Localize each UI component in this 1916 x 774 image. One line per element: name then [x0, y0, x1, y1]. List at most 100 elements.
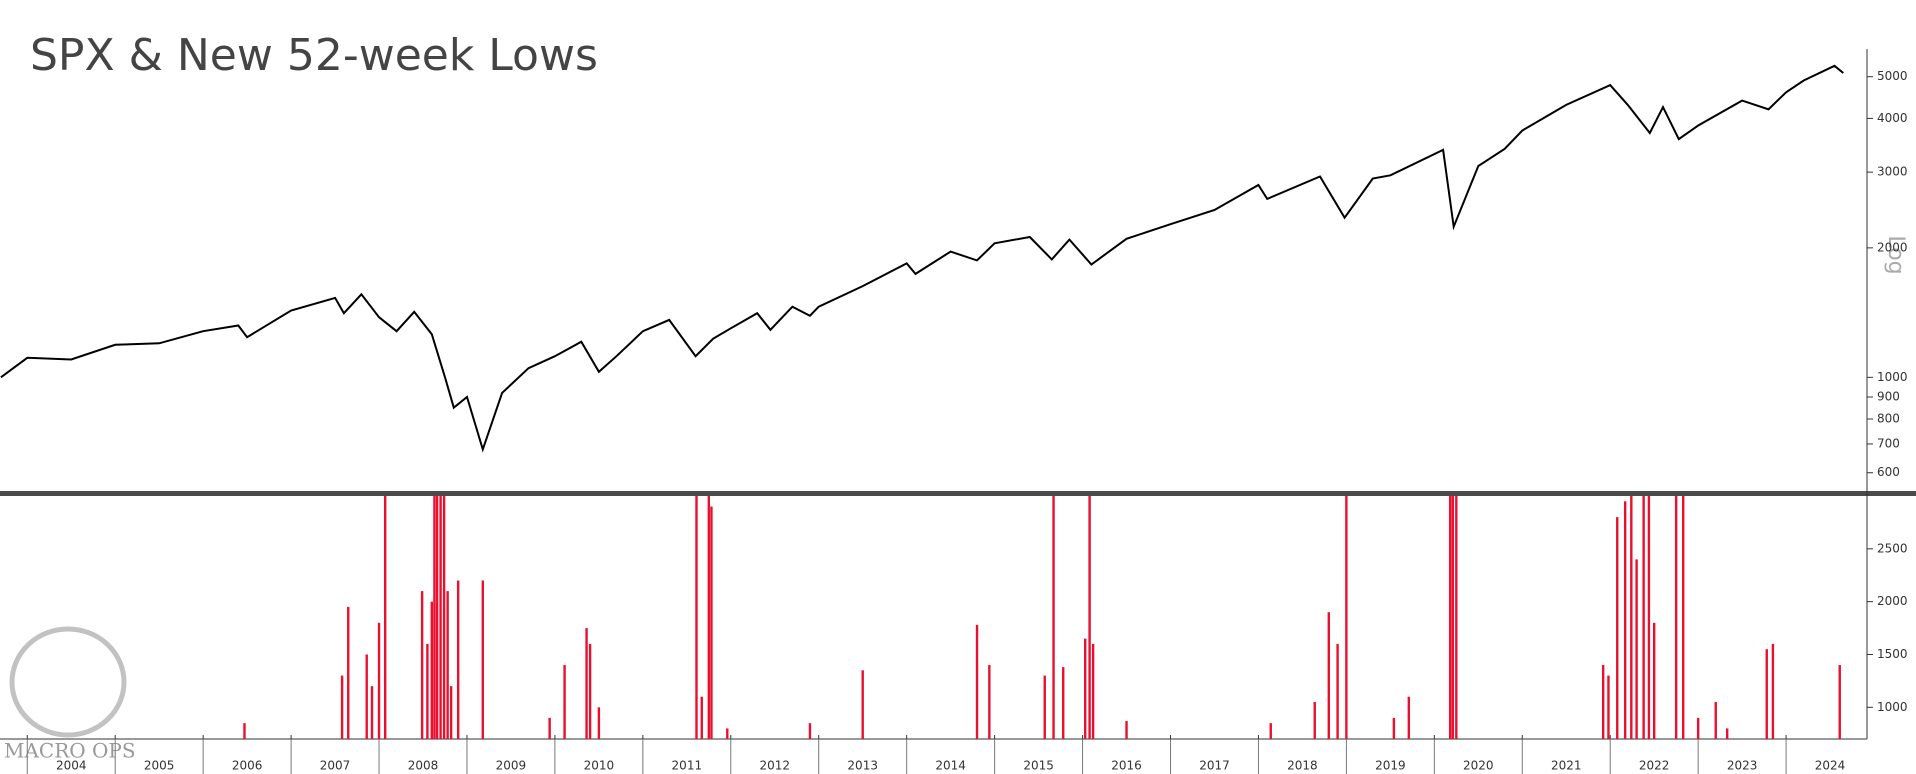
bar [1642, 496, 1645, 739]
bar [347, 606, 350, 739]
bar [1407, 696, 1411, 739]
bar [861, 670, 864, 739]
x-tick-label: 2006 [232, 759, 263, 773]
bar [1336, 643, 1339, 739]
bar [726, 728, 729, 739]
bar [1682, 496, 1685, 739]
bar [1652, 622, 1656, 739]
axis-label: Log [1883, 235, 1908, 274]
bar [585, 628, 588, 739]
y-tick-label: 2000 [1877, 594, 1908, 608]
plot-area [243, 496, 1841, 739]
x-tick-label: 2012 [759, 759, 790, 773]
bar [243, 723, 246, 739]
x-tick-label: 2015 [1023, 759, 1054, 773]
bar [439, 496, 442, 739]
bar [383, 496, 387, 739]
bar [446, 591, 449, 739]
price-line [0, 64, 1844, 453]
bar [1647, 496, 1651, 739]
bar [1630, 496, 1633, 739]
bar [1838, 665, 1841, 739]
bar [1714, 702, 1717, 739]
watermark: MACRO OPS [4, 739, 136, 763]
bar [377, 622, 381, 739]
bar [433, 496, 436, 739]
bar [449, 686, 453, 739]
bar [442, 496, 446, 739]
bar [456, 580, 460, 739]
bar [1601, 665, 1605, 739]
bar [370, 686, 374, 739]
x-tick-label: 2018 [1287, 759, 1318, 773]
bar [988, 665, 991, 739]
y-tick-label: 5000 [1877, 69, 1908, 83]
bar [340, 675, 344, 739]
y-tick-label: 3000 [1877, 165, 1908, 179]
bar [1052, 496, 1055, 739]
x-tick-label: 2020 [1463, 759, 1494, 773]
bar [1269, 723, 1272, 739]
y-tick-label: 1000 [1877, 700, 1908, 714]
bar [420, 591, 424, 739]
bar [1392, 717, 1396, 739]
bar [975, 624, 979, 739]
bar [1125, 721, 1128, 739]
bar [808, 723, 812, 739]
y-tick-label: 2000 [1877, 240, 1908, 254]
y-tick-label: 600 [1877, 465, 1900, 479]
bar [1765, 649, 1768, 739]
y-tick-label: 4000 [1877, 111, 1908, 125]
x-tick-label: 2011 [672, 759, 703, 773]
y-tick-label: 700 [1877, 436, 1900, 450]
y-tick-label: 2500 [1877, 541, 1908, 555]
bar [563, 665, 566, 739]
x-tick-label: 2017 [1199, 759, 1230, 773]
bar [481, 580, 484, 739]
y-tick-label: 900 [1877, 390, 1900, 404]
logo-ring [9, 626, 127, 738]
bar [1083, 638, 1087, 739]
x-tick-label: 2023 [1727, 759, 1758, 773]
bar [1088, 496, 1091, 739]
bar [1455, 496, 1458, 739]
bar [430, 601, 433, 739]
bar [695, 496, 698, 739]
y-tick-label: 1500 [1877, 647, 1908, 661]
y-tick-label: 1000 [1877, 370, 1908, 384]
chart-title: SPX & New 52-week Lows [30, 30, 598, 81]
bar [365, 654, 368, 739]
bar [1623, 501, 1627, 739]
x-tick-label: 2004 [56, 759, 87, 773]
bar [1725, 728, 1729, 739]
x-tick-label: 2007 [320, 759, 351, 773]
x-tick-label: 2024 [1815, 759, 1846, 773]
y-tick-label: 800 [1877, 412, 1900, 426]
x-tick-label: 2010 [584, 759, 615, 773]
plot-area [0, 64, 1844, 453]
bar [1607, 675, 1610, 739]
bar [1327, 612, 1330, 739]
bar [1451, 496, 1454, 739]
bar [700, 696, 703, 739]
logo: MACRO OPS [4, 626, 136, 763]
x-tick-label: 2014 [935, 759, 966, 773]
x-tick-label: 2016 [1111, 759, 1142, 773]
bar [710, 506, 713, 739]
x-tick-label: 2022 [1639, 759, 1670, 773]
bar [1313, 702, 1316, 739]
bar [588, 643, 592, 739]
x-tick-label: 2008 [408, 759, 439, 773]
panel-separator [0, 491, 1916, 496]
bar [597, 707, 601, 739]
bar [1616, 517, 1619, 739]
bar [1696, 717, 1700, 739]
bar [1091, 643, 1095, 739]
bar [435, 496, 439, 739]
bar [426, 643, 429, 739]
x-tick-label: 2013 [847, 759, 878, 773]
x-tick-label: 2009 [496, 759, 527, 773]
bar [1345, 496, 1348, 739]
x-tick-label: 2005 [144, 759, 175, 773]
